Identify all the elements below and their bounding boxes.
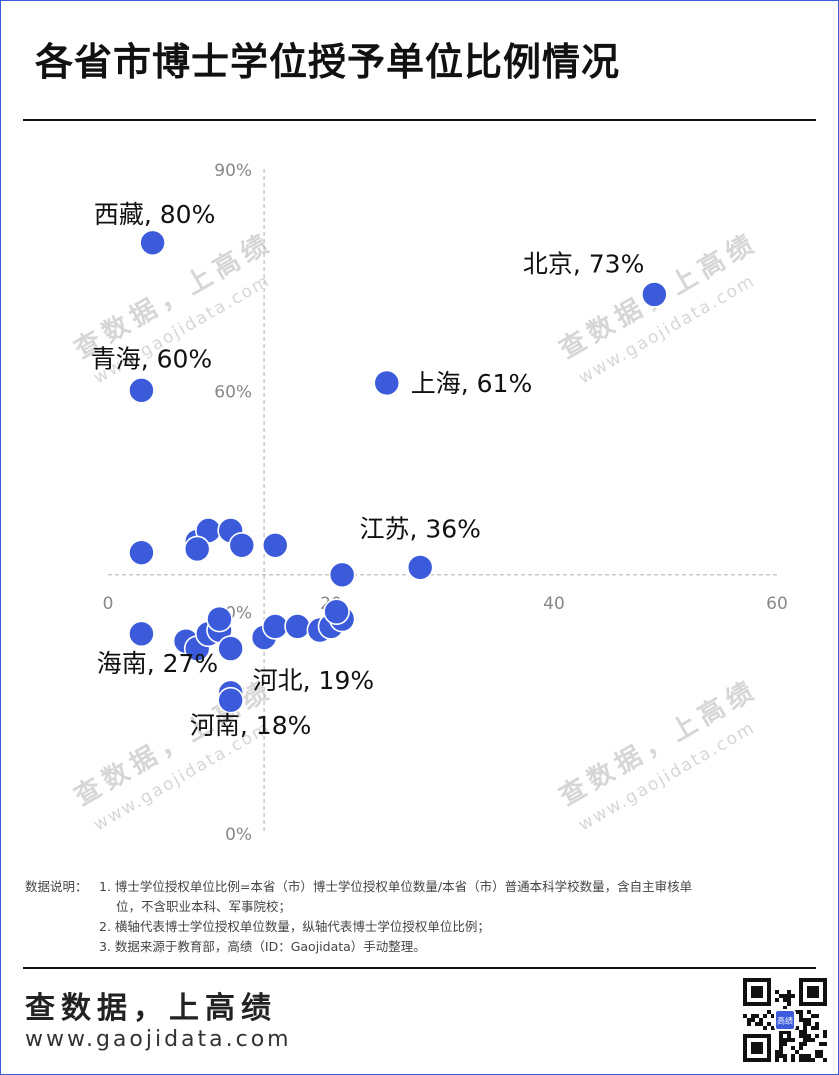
data-point[interactable]: [217, 635, 244, 662]
data-point[interactable]: [641, 281, 668, 308]
data-point[interactable]: [206, 605, 233, 633]
data-point[interactable]: [261, 531, 289, 559]
data-point[interactable]: [373, 369, 401, 397]
footer-website[interactable]: www.gaojidata.com: [25, 1027, 292, 1052]
point-label: 北京, 73%: [523, 249, 644, 278]
data-point[interactable]: [228, 531, 256, 559]
data-point[interactable]: [328, 561, 356, 589]
note-item: 3. 数据来源于教育部，高绩（ID：Gaojidata）手动整理。: [25, 937, 825, 957]
point-label: 江苏, 36%: [359, 514, 480, 543]
data-point[interactable]: [284, 613, 311, 640]
point-label: 河南, 18%: [190, 711, 311, 740]
x-tick-label: 0: [103, 594, 114, 614]
data-point[interactable]: [323, 598, 350, 625]
y-tick-label: 90%: [214, 161, 252, 181]
point-label: 青海, 60%: [91, 344, 212, 373]
data-point[interactable]: [406, 554, 434, 581]
title-divider: [23, 119, 816, 121]
data-point[interactable]: [128, 620, 155, 648]
note-continuation: 位，不含职业本科、军事院校；: [116, 899, 292, 914]
footer-slogan: 查数据，上高绩: [25, 991, 277, 1026]
qr-badge-label: 高绩: [777, 1016, 793, 1026]
notes-lead: 数据说明：: [25, 879, 88, 894]
axes: [108, 169, 777, 833]
data-points: [128, 229, 668, 714]
data-notes: 数据说明： 1. 博士学位授权单位比例=本省（市）博士学位授权单位数量/本省（市…: [25, 877, 825, 957]
footer-divider: [23, 967, 816, 969]
point-labels: 西藏, 80% 北京, 73% 上海, 61% 青海, 60% 江苏, 36% 海南, 2…: [91, 200, 645, 740]
point-label: 西藏, 80%: [94, 200, 215, 229]
y-tick-label: 0%: [225, 825, 252, 845]
y-tick-label: 60%: [214, 382, 252, 402]
page-title: 各省市博士学位授予单位比例情况: [35, 40, 621, 84]
data-point[interactable]: [183, 535, 211, 563]
point-label: 海南, 27%: [97, 649, 218, 678]
data-point[interactable]: [261, 613, 289, 640]
note-text: 3. 数据来源于教育部，高绩（ID：Gaojidata）手动整理。: [99, 939, 426, 954]
point-label: 河北, 19%: [253, 666, 374, 695]
data-point[interactable]: [128, 539, 155, 566]
note-item: 数据说明： 1. 博士学位授权单位比例=本省（市）博士学位授权单位数量/本省（市…: [25, 877, 825, 897]
data-point[interactable]: [128, 377, 155, 404]
note-text: 2. 横轴代表博士学位授权单位数量，纵轴代表博士学位授权单位比例；: [99, 919, 490, 934]
note-text: 1. 博士学位授权单位比例=本省（市）博士学位授权单位数量/本省（市）普通本科学…: [99, 879, 693, 894]
x-tick-label: 60: [766, 594, 788, 614]
data-point[interactable]: [139, 229, 166, 257]
point-label: 上海, 61%: [411, 369, 532, 398]
note-item: 2. 横轴代表博士学位授权单位数量，纵轴代表博士学位授权单位比例；: [25, 917, 825, 937]
qr-code-icon[interactable]: 高绩: [743, 978, 827, 1062]
x-tick-label: 40: [543, 594, 565, 614]
data-point[interactable]: [217, 686, 244, 714]
